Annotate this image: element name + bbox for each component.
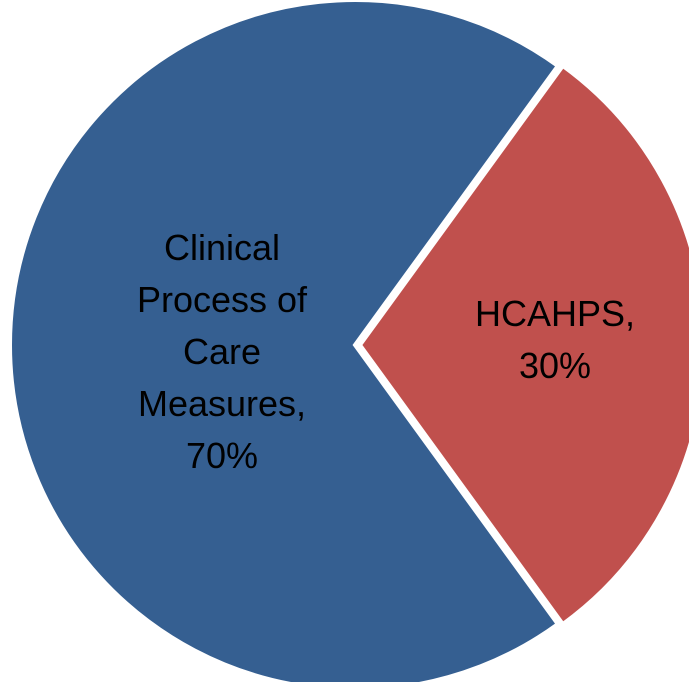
slice-label-text: Clinical Process of Care Measures, 70% (107, 222, 337, 482)
slice-value: 70% (185, 435, 259, 476)
slice-label-text: HCAHPS, 30% (440, 288, 670, 392)
pie-slice (8, 0, 561, 682)
slice-value: 30% (518, 345, 592, 386)
slice-label: HCAHPS, 30% (440, 288, 670, 392)
slice-label: Clinical Process of Care Measures, 70% (107, 222, 337, 482)
pie-slice (357, 63, 689, 627)
slice-category: HCAHPS, (474, 293, 636, 334)
slice-category: Clinical Process of Care Measures, (136, 227, 308, 424)
